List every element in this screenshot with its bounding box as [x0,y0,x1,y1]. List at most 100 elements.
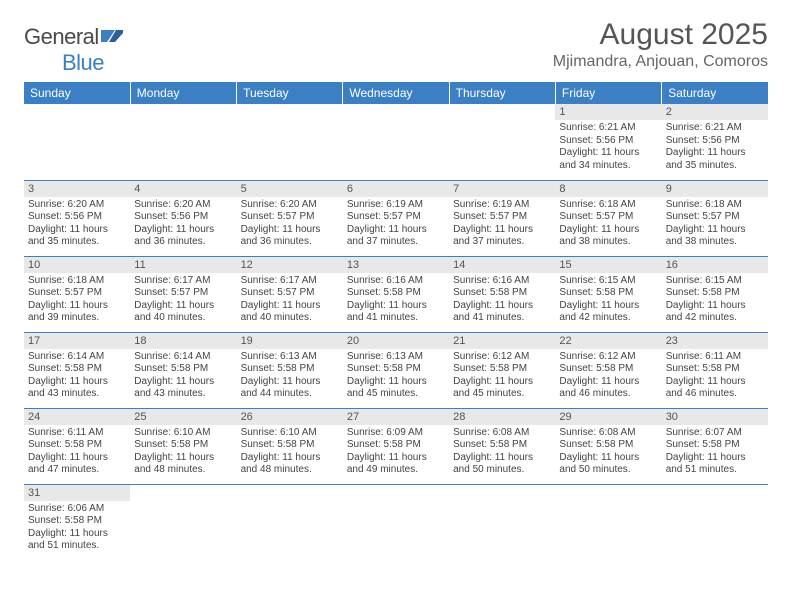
sunset-text: Sunset: 5:58 PM [453,439,551,452]
day-number: 20 [343,333,449,349]
daylight-text: Daylight: 11 hours and 40 minutes. [134,300,232,325]
logo-text: General Blue [24,24,123,76]
day-data: Sunrise: 6:17 AMSunset: 5:57 PMDaylight:… [130,273,236,328]
sunrise-text: Sunrise: 6:17 AM [241,275,339,288]
daylight-text: Daylight: 11 hours and 35 minutes. [28,224,126,249]
sunset-text: Sunset: 5:57 PM [134,287,232,300]
calendar-day-cell [24,104,130,180]
calendar-day-cell: 5Sunrise: 6:20 AMSunset: 5:57 PMDaylight… [237,180,343,256]
day-number: 25 [130,409,236,425]
sunset-text: Sunset: 5:58 PM [453,287,551,300]
weekday-header: Friday [555,82,661,104]
sunset-text: Sunset: 5:56 PM [666,135,764,148]
day-number: 21 [449,333,555,349]
calendar-day-cell: 22Sunrise: 6:12 AMSunset: 5:58 PMDayligh… [555,332,661,408]
day-number: 22 [555,333,661,349]
day-data: Sunrise: 6:09 AMSunset: 5:58 PMDaylight:… [343,425,449,480]
calendar-day-cell [237,484,343,560]
calendar-page: General Blue August 2025 Mjimandra, Anjo… [0,0,792,560]
calendar-week-row: 31Sunrise: 6:06 AMSunset: 5:58 PMDayligh… [24,484,768,560]
sunset-text: Sunset: 5:58 PM [559,363,657,376]
sunset-text: Sunset: 5:57 PM [241,287,339,300]
daylight-text: Daylight: 11 hours and 46 minutes. [559,376,657,401]
calendar-day-cell: 28Sunrise: 6:08 AMSunset: 5:58 PMDayligh… [449,408,555,484]
day-data: Sunrise: 6:14 AMSunset: 5:58 PMDaylight:… [130,349,236,404]
logo-text-1: General [24,24,99,49]
day-number: 28 [449,409,555,425]
sunrise-text: Sunrise: 6:21 AM [559,122,657,135]
calendar-day-cell: 10Sunrise: 6:18 AMSunset: 5:57 PMDayligh… [24,256,130,332]
daylight-text: Daylight: 11 hours and 48 minutes. [241,452,339,477]
weekday-header: Wednesday [343,82,449,104]
day-number: 30 [662,409,768,425]
calendar-day-cell: 13Sunrise: 6:16 AMSunset: 5:58 PMDayligh… [343,256,449,332]
daylight-text: Daylight: 11 hours and 39 minutes. [28,300,126,325]
sunset-text: Sunset: 5:58 PM [559,287,657,300]
day-number: 31 [24,485,130,501]
sunset-text: Sunset: 5:58 PM [347,439,445,452]
calendar-day-cell: 18Sunrise: 6:14 AMSunset: 5:58 PMDayligh… [130,332,236,408]
sunrise-text: Sunrise: 6:07 AM [666,427,764,440]
day-data: Sunrise: 6:21 AMSunset: 5:56 PMDaylight:… [555,120,661,175]
weekday-header: Tuesday [237,82,343,104]
calendar-day-cell [449,104,555,180]
day-data: Sunrise: 6:18 AMSunset: 5:57 PMDaylight:… [662,197,768,252]
sunset-text: Sunset: 5:58 PM [347,363,445,376]
day-number: 15 [555,257,661,273]
calendar-week-row: 17Sunrise: 6:14 AMSunset: 5:58 PMDayligh… [24,332,768,408]
sunrise-text: Sunrise: 6:14 AM [134,351,232,364]
calendar-day-cell: 15Sunrise: 6:15 AMSunset: 5:58 PMDayligh… [555,256,661,332]
day-data: Sunrise: 6:11 AMSunset: 5:58 PMDaylight:… [662,349,768,404]
calendar-day-cell: 12Sunrise: 6:17 AMSunset: 5:57 PMDayligh… [237,256,343,332]
daylight-text: Daylight: 11 hours and 38 minutes. [666,224,764,249]
day-data: Sunrise: 6:13 AMSunset: 5:58 PMDaylight:… [237,349,343,404]
calendar-day-cell: 16Sunrise: 6:15 AMSunset: 5:58 PMDayligh… [662,256,768,332]
header: General Blue August 2025 Mjimandra, Anjo… [24,18,768,76]
calendar-week-row: 24Sunrise: 6:11 AMSunset: 5:58 PMDayligh… [24,408,768,484]
day-number: 27 [343,409,449,425]
sunset-text: Sunset: 5:57 PM [559,211,657,224]
calendar-day-cell [343,484,449,560]
daylight-text: Daylight: 11 hours and 37 minutes. [347,224,445,249]
sunrise-text: Sunrise: 6:16 AM [453,275,551,288]
daylight-text: Daylight: 11 hours and 36 minutes. [134,224,232,249]
day-data: Sunrise: 6:16 AMSunset: 5:58 PMDaylight:… [449,273,555,328]
daylight-text: Daylight: 11 hours and 37 minutes. [453,224,551,249]
sunrise-text: Sunrise: 6:17 AM [134,275,232,288]
sunrise-text: Sunrise: 6:15 AM [666,275,764,288]
calendar-day-cell [662,484,768,560]
calendar-week-row: 1Sunrise: 6:21 AMSunset: 5:56 PMDaylight… [24,104,768,180]
daylight-text: Daylight: 11 hours and 41 minutes. [347,300,445,325]
flag-icon [101,24,123,49]
daylight-text: Daylight: 11 hours and 42 minutes. [559,300,657,325]
daylight-text: Daylight: 11 hours and 50 minutes. [453,452,551,477]
daylight-text: Daylight: 11 hours and 46 minutes. [666,376,764,401]
sunrise-text: Sunrise: 6:12 AM [453,351,551,364]
calendar-table: SundayMondayTuesdayWednesdayThursdayFrid… [24,82,768,560]
daylight-text: Daylight: 11 hours and 50 minutes. [559,452,657,477]
daylight-text: Daylight: 11 hours and 36 minutes. [241,224,339,249]
daylight-text: Daylight: 11 hours and 34 minutes. [559,147,657,172]
daylight-text: Daylight: 11 hours and 51 minutes. [28,528,126,553]
day-data: Sunrise: 6:18 AMSunset: 5:57 PMDaylight:… [555,197,661,252]
calendar-body: 1Sunrise: 6:21 AMSunset: 5:56 PMDaylight… [24,104,768,560]
sunset-text: Sunset: 5:58 PM [134,439,232,452]
daylight-text: Daylight: 11 hours and 38 minutes. [559,224,657,249]
day-data: Sunrise: 6:18 AMSunset: 5:57 PMDaylight:… [24,273,130,328]
day-data: Sunrise: 6:21 AMSunset: 5:56 PMDaylight:… [662,120,768,175]
calendar-day-cell: 3Sunrise: 6:20 AMSunset: 5:56 PMDaylight… [24,180,130,256]
sunrise-text: Sunrise: 6:11 AM [28,427,126,440]
sunrise-text: Sunrise: 6:06 AM [28,503,126,516]
day-data: Sunrise: 6:20 AMSunset: 5:57 PMDaylight:… [237,197,343,252]
daylight-text: Daylight: 11 hours and 51 minutes. [666,452,764,477]
sunset-text: Sunset: 5:58 PM [453,363,551,376]
day-number: 18 [130,333,236,349]
calendar-day-cell: 17Sunrise: 6:14 AMSunset: 5:58 PMDayligh… [24,332,130,408]
sunrise-text: Sunrise: 6:09 AM [347,427,445,440]
day-data: Sunrise: 6:10 AMSunset: 5:58 PMDaylight:… [130,425,236,480]
day-number: 12 [237,257,343,273]
calendar-day-cell: 7Sunrise: 6:19 AMSunset: 5:57 PMDaylight… [449,180,555,256]
calendar-day-cell: 1Sunrise: 6:21 AMSunset: 5:56 PMDaylight… [555,104,661,180]
sunrise-text: Sunrise: 6:20 AM [28,199,126,212]
day-number: 5 [237,181,343,197]
